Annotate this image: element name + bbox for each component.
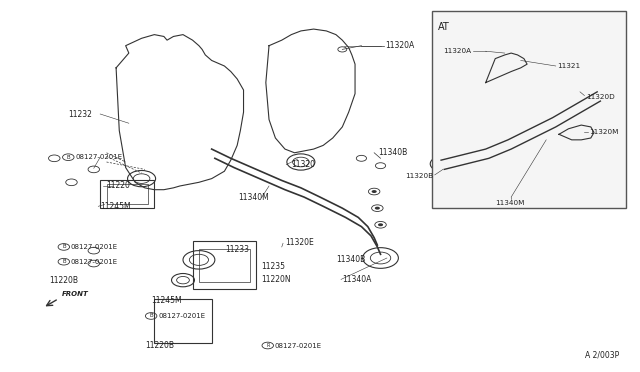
Text: A 2/003P: A 2/003P xyxy=(585,350,620,359)
Text: 11232: 11232 xyxy=(68,109,92,119)
Text: 11320D: 11320D xyxy=(586,94,614,100)
Text: 11320B: 11320B xyxy=(405,173,433,179)
Text: 11321: 11321 xyxy=(557,63,580,69)
Text: 08127-0201E: 08127-0201E xyxy=(71,244,118,250)
Text: 11233: 11233 xyxy=(226,246,250,254)
Text: R: R xyxy=(266,343,269,348)
Text: FRONT: FRONT xyxy=(62,291,89,297)
Text: 11340M: 11340M xyxy=(495,200,525,206)
Text: 11320A: 11320A xyxy=(385,41,414,50)
Text: AT: AT xyxy=(438,22,450,32)
Circle shape xyxy=(375,207,380,210)
Text: 08127-0201E: 08127-0201E xyxy=(275,343,322,349)
Text: 11340B: 11340B xyxy=(336,254,365,264)
Text: 11320M: 11320M xyxy=(589,129,618,135)
Text: 08127-0201E: 08127-0201E xyxy=(71,259,118,265)
Text: 11340B: 11340B xyxy=(379,148,408,157)
Circle shape xyxy=(372,190,377,193)
Text: B: B xyxy=(62,259,66,264)
Text: 11320E: 11320E xyxy=(285,238,314,247)
Text: B: B xyxy=(149,314,153,318)
Text: 11220B: 11220B xyxy=(145,341,174,350)
Text: B: B xyxy=(67,155,70,160)
Text: 11220B: 11220B xyxy=(49,276,78,285)
Text: 11220: 11220 xyxy=(106,182,131,190)
Text: 11235: 11235 xyxy=(260,262,285,271)
Text: 11245M: 11245M xyxy=(100,202,131,211)
Text: 11220N: 11220N xyxy=(260,275,291,283)
Text: 11320: 11320 xyxy=(291,160,316,169)
Text: 11340M: 11340M xyxy=(239,193,269,202)
Text: 11245M: 11245M xyxy=(151,296,182,305)
Text: 08127-0201E: 08127-0201E xyxy=(158,313,205,319)
Text: 11340A: 11340A xyxy=(342,275,372,283)
Text: B: B xyxy=(62,244,66,249)
Bar xyxy=(431,11,626,208)
Circle shape xyxy=(378,223,383,226)
Text: 08127-0201E: 08127-0201E xyxy=(76,154,122,160)
Text: 11320A: 11320A xyxy=(444,48,472,54)
